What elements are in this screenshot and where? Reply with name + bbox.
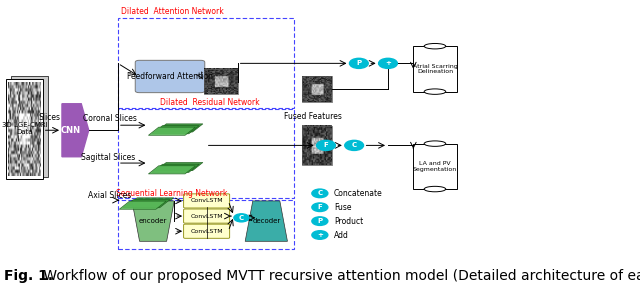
FancyBboxPatch shape bbox=[413, 46, 456, 92]
Text: Sequential Learning Network: Sequential Learning Network bbox=[116, 189, 228, 198]
Text: Fused Features: Fused Features bbox=[284, 112, 342, 121]
Text: ConvLSTM: ConvLSTM bbox=[190, 199, 223, 203]
FancyBboxPatch shape bbox=[413, 144, 456, 189]
Ellipse shape bbox=[424, 186, 445, 192]
Polygon shape bbox=[245, 201, 287, 241]
Polygon shape bbox=[132, 201, 174, 241]
FancyBboxPatch shape bbox=[184, 194, 230, 208]
Text: Product: Product bbox=[334, 217, 364, 225]
Text: CNN: CNN bbox=[61, 126, 81, 135]
Text: Workflow of our proposed MVTT recursive attention model (Detailed architecture o: Workflow of our proposed MVTT recursive … bbox=[40, 269, 640, 283]
Text: +: + bbox=[385, 60, 391, 66]
Polygon shape bbox=[156, 124, 203, 132]
Text: Atrial Scarring
Delineation: Atrial Scarring Delineation bbox=[413, 64, 458, 74]
Text: ConvLSTM: ConvLSTM bbox=[190, 214, 223, 219]
Text: 3D LGE-CMRI
Data: 3D LGE-CMRI Data bbox=[1, 122, 47, 135]
Text: F: F bbox=[324, 142, 328, 149]
Text: Fig. 1.: Fig. 1. bbox=[4, 269, 53, 283]
Polygon shape bbox=[156, 162, 203, 171]
FancyBboxPatch shape bbox=[184, 224, 230, 238]
Polygon shape bbox=[152, 164, 199, 172]
FancyBboxPatch shape bbox=[135, 60, 205, 93]
Text: Fuse: Fuse bbox=[334, 203, 351, 212]
Polygon shape bbox=[119, 201, 166, 209]
Text: +: + bbox=[317, 232, 323, 238]
Ellipse shape bbox=[424, 141, 445, 146]
Text: F: F bbox=[317, 204, 322, 210]
Text: Dilated  Residual Network: Dilated Residual Network bbox=[159, 98, 259, 107]
Text: decoder: decoder bbox=[252, 218, 280, 224]
Circle shape bbox=[312, 203, 328, 212]
Polygon shape bbox=[127, 198, 174, 206]
Circle shape bbox=[312, 189, 328, 198]
Text: Slices: Slices bbox=[39, 113, 61, 122]
FancyBboxPatch shape bbox=[6, 78, 43, 179]
Polygon shape bbox=[148, 127, 195, 135]
Text: Axial Slices: Axial Slices bbox=[88, 191, 132, 200]
Circle shape bbox=[345, 140, 364, 151]
Circle shape bbox=[312, 217, 328, 225]
Text: C: C bbox=[351, 142, 356, 149]
Polygon shape bbox=[152, 126, 199, 134]
Polygon shape bbox=[62, 104, 89, 157]
FancyBboxPatch shape bbox=[12, 76, 48, 177]
Text: Sagittal Slices: Sagittal Slices bbox=[81, 153, 135, 162]
Text: Dilated  Attention Network: Dilated Attention Network bbox=[120, 7, 223, 16]
FancyBboxPatch shape bbox=[184, 209, 230, 223]
Circle shape bbox=[234, 214, 249, 222]
Text: Add: Add bbox=[334, 231, 349, 239]
Text: C: C bbox=[239, 215, 244, 221]
Text: LA and PV
Segmentation: LA and PV Segmentation bbox=[413, 161, 457, 172]
Text: P: P bbox=[356, 60, 362, 66]
Circle shape bbox=[317, 140, 335, 151]
Ellipse shape bbox=[424, 43, 445, 49]
Text: ConvLSTM: ConvLSTM bbox=[190, 229, 223, 234]
Text: encoder: encoder bbox=[139, 218, 167, 224]
Text: P: P bbox=[317, 218, 323, 224]
Text: Feedforward Attention: Feedforward Attention bbox=[127, 72, 213, 81]
Polygon shape bbox=[123, 200, 170, 208]
Circle shape bbox=[349, 58, 368, 68]
Polygon shape bbox=[148, 166, 195, 174]
Text: Concatenate: Concatenate bbox=[334, 189, 383, 198]
Ellipse shape bbox=[424, 89, 445, 94]
Text: C: C bbox=[317, 190, 323, 196]
Circle shape bbox=[312, 231, 328, 239]
Text: Coronal Slices: Coronal Slices bbox=[83, 114, 137, 123]
Circle shape bbox=[379, 58, 397, 68]
